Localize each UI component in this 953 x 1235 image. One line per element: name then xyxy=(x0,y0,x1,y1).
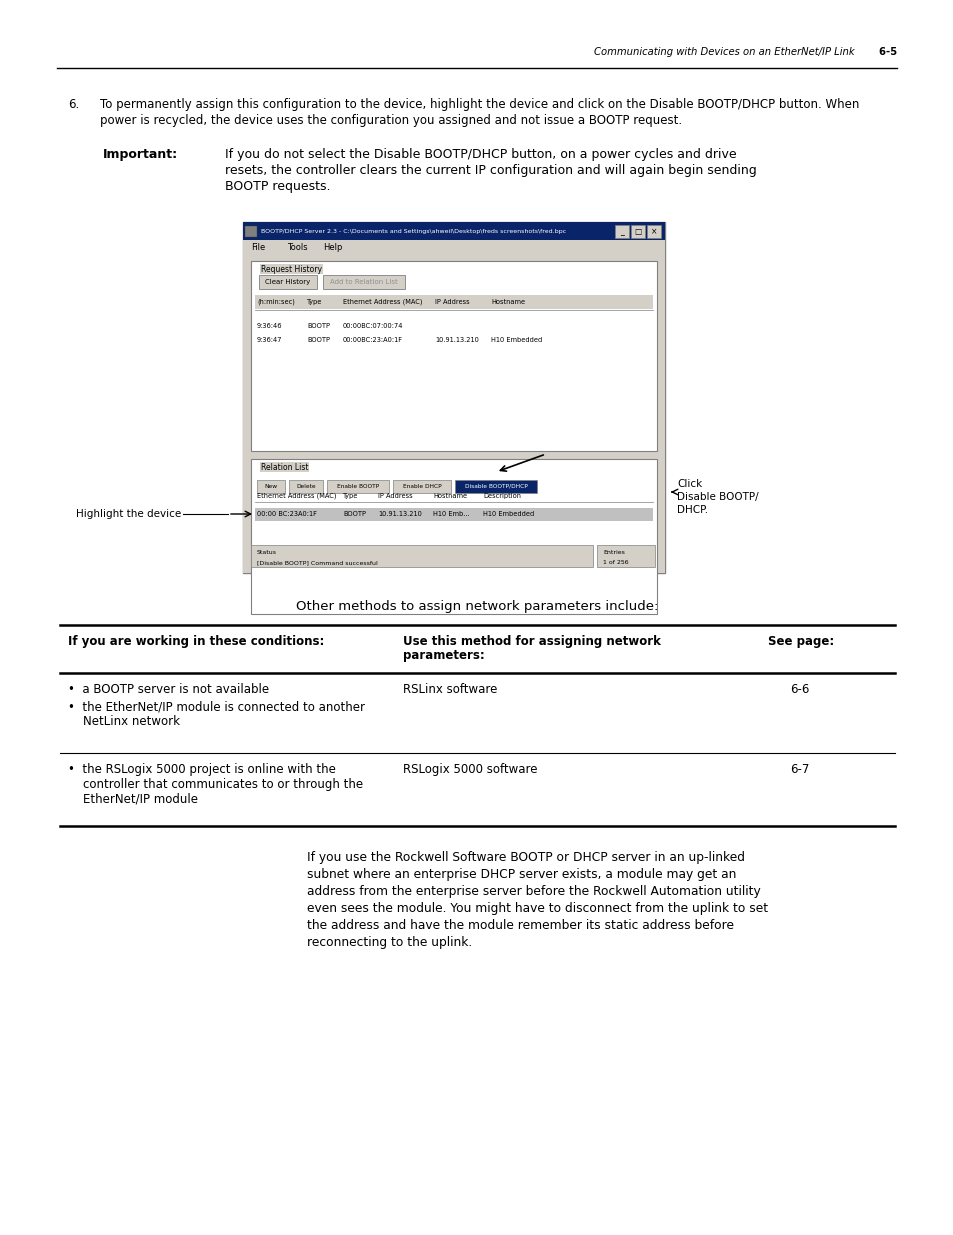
Text: Type: Type xyxy=(307,299,322,305)
Text: 00:00BC:23:A0:1F: 00:00BC:23:A0:1F xyxy=(343,337,402,343)
Text: _: _ xyxy=(619,227,623,236)
Text: Other methods to assign network parameters include:: Other methods to assign network paramete… xyxy=(295,600,658,613)
Bar xyxy=(243,222,664,573)
Bar xyxy=(243,240,664,256)
Text: reconnecting to the uplink.: reconnecting to the uplink. xyxy=(307,936,472,948)
Text: Highlight the device: Highlight the device xyxy=(75,509,181,519)
Text: Hostname: Hostname xyxy=(491,299,524,305)
Text: See page:: See page: xyxy=(767,635,833,648)
Text: Status: Status xyxy=(256,551,276,556)
Text: Ethernet Address (MAC): Ethernet Address (MAC) xyxy=(256,493,336,499)
Text: □: □ xyxy=(634,227,641,236)
Bar xyxy=(630,225,644,238)
Text: H10 Embedded: H10 Embedded xyxy=(491,337,541,343)
Text: Entries: Entries xyxy=(602,551,624,556)
Text: DHCP.: DHCP. xyxy=(677,505,707,515)
Text: •  the EtherNet/IP module is connected to another: • the EtherNet/IP module is connected to… xyxy=(68,700,365,713)
Text: even sees the module. You might have to disconnect from the uplink to set: even sees the module. You might have to … xyxy=(307,902,767,915)
Text: resets, the controller clears the current IP configuration and will again begin : resets, the controller clears the curren… xyxy=(225,164,756,177)
Text: BOOTP/DHCP Server 2.3 - C:\Documents and Settings\ahweil\Desktop\freds screensho: BOOTP/DHCP Server 2.3 - C:\Documents and… xyxy=(261,228,565,233)
Text: Delete: Delete xyxy=(295,483,315,489)
Bar xyxy=(289,480,323,493)
Bar xyxy=(243,256,664,573)
Text: BOOTP requests.: BOOTP requests. xyxy=(225,180,330,193)
Text: Disable BOOTP/DHCP: Disable BOOTP/DHCP xyxy=(464,483,527,489)
Text: File: File xyxy=(251,243,265,252)
Text: Enable DHCP: Enable DHCP xyxy=(402,483,441,489)
Text: New: New xyxy=(264,483,277,489)
Text: 00:00 BC:23A0:1F: 00:00 BC:23A0:1F xyxy=(256,511,316,517)
Text: 10.91.13.210: 10.91.13.210 xyxy=(377,511,421,517)
Text: Help: Help xyxy=(323,243,342,252)
Text: RSLogix 5000 software: RSLogix 5000 software xyxy=(402,763,537,776)
Text: 10.91.13.210: 10.91.13.210 xyxy=(435,337,478,343)
Bar xyxy=(245,226,256,237)
Text: power is recycled, the device uses the configuration you assigned and not issue : power is recycled, the device uses the c… xyxy=(100,114,681,127)
Text: Tools: Tools xyxy=(287,243,307,252)
Text: 6.: 6. xyxy=(68,98,79,111)
Bar xyxy=(327,480,389,493)
Text: •  the RSLogix 5000 project is online with the: • the RSLogix 5000 project is online wit… xyxy=(68,763,335,776)
Bar xyxy=(251,459,657,614)
Bar xyxy=(323,275,405,289)
Text: Ethernet Address (MAC): Ethernet Address (MAC) xyxy=(343,299,422,305)
Text: Request History: Request History xyxy=(261,264,322,273)
Bar xyxy=(251,545,593,567)
Text: (h:min:sec): (h:min:sec) xyxy=(256,299,294,305)
Text: Use this method for assigning network: Use this method for assigning network xyxy=(402,635,660,648)
Text: 6-5: 6-5 xyxy=(864,47,896,57)
Text: ×: × xyxy=(650,227,657,236)
Text: •  a BOOTP server is not available: • a BOOTP server is not available xyxy=(68,683,269,697)
Bar xyxy=(258,275,316,289)
Text: Description: Description xyxy=(482,493,520,499)
Text: If you use the Rockwell Software BOOTP or DHCP server in an up-linked: If you use the Rockwell Software BOOTP o… xyxy=(307,851,744,864)
Bar xyxy=(393,480,451,493)
Text: controller that communicates to or through the: controller that communicates to or throu… xyxy=(68,778,363,790)
Text: Relation List: Relation List xyxy=(261,462,308,472)
Text: Disable BOOTP/: Disable BOOTP/ xyxy=(677,492,758,501)
Bar xyxy=(256,480,285,493)
Text: Enable BOOTP: Enable BOOTP xyxy=(336,483,378,489)
Text: 9:36:47: 9:36:47 xyxy=(256,337,282,343)
Text: H10 Embedded: H10 Embedded xyxy=(482,511,534,517)
Bar xyxy=(243,222,664,240)
Text: the address and have the module remember its static address before: the address and have the module remember… xyxy=(307,919,733,932)
Text: EtherNet/IP module: EtherNet/IP module xyxy=(68,793,198,806)
Text: Type: Type xyxy=(343,493,358,499)
Text: 1 of 256: 1 of 256 xyxy=(602,561,628,566)
Bar xyxy=(254,320,652,333)
Text: Add to Relation List: Add to Relation List xyxy=(330,279,397,285)
Text: Communicating with Devices on an EtherNet/IP Link: Communicating with Devices on an EtherNe… xyxy=(594,47,854,57)
Text: IP Address: IP Address xyxy=(435,299,469,305)
Text: To permanently assign this configuration to the device, highlight the device and: To permanently assign this configuration… xyxy=(100,98,859,111)
Text: RSLinx software: RSLinx software xyxy=(402,683,497,697)
Text: If you do not select the Disable BOOTP/DHCP button, on a power cycles and drive: If you do not select the Disable BOOTP/D… xyxy=(225,148,736,161)
Text: 9:36:46: 9:36:46 xyxy=(256,324,282,329)
Text: Hostname: Hostname xyxy=(433,493,467,499)
Text: If you are working in these conditions:: If you are working in these conditions: xyxy=(68,635,324,648)
Text: 6-7: 6-7 xyxy=(789,763,808,776)
Text: BOOTP: BOOTP xyxy=(343,511,366,517)
Text: Click: Click xyxy=(677,479,701,489)
Text: 00:00BC:07:00:74: 00:00BC:07:00:74 xyxy=(343,324,403,329)
Bar xyxy=(251,261,657,451)
Bar xyxy=(254,295,652,309)
Text: Clear History: Clear History xyxy=(265,279,311,285)
Text: [Disable BOOTP] Command successful: [Disable BOOTP] Command successful xyxy=(256,561,377,566)
Text: subnet where an enterprise DHCP server exists, a module may get an: subnet where an enterprise DHCP server e… xyxy=(307,868,736,881)
Text: 6-6: 6-6 xyxy=(789,683,808,697)
Text: IP Address: IP Address xyxy=(377,493,413,499)
Text: BOOTP: BOOTP xyxy=(307,337,330,343)
Bar xyxy=(615,225,628,238)
Bar xyxy=(646,225,660,238)
Text: BOOTP: BOOTP xyxy=(307,324,330,329)
Bar xyxy=(597,545,655,567)
Text: NetLinx network: NetLinx network xyxy=(68,715,180,727)
Text: address from the enterprise server before the Rockwell Automation utility: address from the enterprise server befor… xyxy=(307,885,760,898)
Bar xyxy=(455,480,537,493)
Bar xyxy=(254,508,652,521)
Text: Important:: Important: xyxy=(103,148,178,161)
Text: parameters:: parameters: xyxy=(402,650,484,662)
Text: H10 Emb...: H10 Emb... xyxy=(433,511,469,517)
